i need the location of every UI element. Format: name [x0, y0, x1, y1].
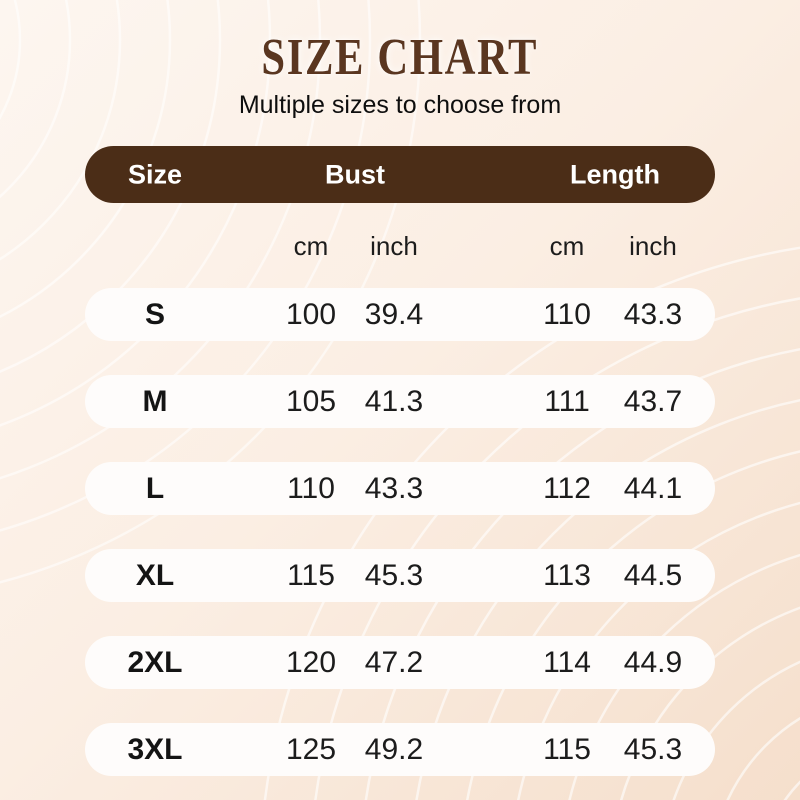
bust-inch-value: 47.2	[364, 645, 424, 679]
length-inch-value: 44.9	[623, 645, 683, 679]
length-cm-value: 114	[543, 645, 591, 679]
unit-label-bust-cm: cm	[293, 231, 329, 261]
size-label: XL	[135, 558, 175, 592]
bust-inch-value: 43.3	[364, 471, 424, 505]
length-inch-value: 43.7	[623, 384, 683, 418]
length-inch-value: 44.1	[623, 471, 683, 505]
length-inch-value: 45.3	[623, 732, 683, 766]
col-header-length: Length	[570, 159, 660, 189]
page-title-wrap: SIZE CHART	[0, 28, 800, 87]
length-inch-value: 44.5	[623, 558, 683, 592]
length-cm-value: 110	[543, 297, 591, 331]
bust-cm-value: 120	[285, 645, 337, 679]
length-inch-value: 43.3	[623, 297, 683, 331]
size-table: Size Bust Length cm inch cm inch S 100 3…	[85, 146, 715, 776]
table-row-m: M 105 41.3 111 43.7	[85, 375, 715, 428]
bust-cm-value: 125	[285, 732, 337, 766]
table-row-2xl: 2XL 120 47.2 114 44.9	[85, 636, 715, 689]
size-label: 3XL	[127, 732, 183, 766]
col-header-size: Size	[127, 159, 183, 189]
col-header-bust: Bust	[325, 159, 385, 189]
bust-cm-value: 115	[287, 558, 335, 592]
bust-inch-value: 41.3	[364, 384, 424, 418]
bust-cm-value: 105	[285, 384, 337, 418]
unit-label-length-inch: inch	[629, 231, 677, 261]
length-cm-value: 115	[543, 732, 591, 766]
bust-inch-value: 45.3	[364, 558, 424, 592]
table-row-s: S 100 39.4 110 43.3	[85, 288, 715, 341]
units-row: cm inch cm inch	[85, 226, 715, 266]
table-row-xl: XL 115 45.3 113 44.5	[85, 549, 715, 602]
length-cm-value: 113	[543, 558, 591, 592]
table-header-bar: Size Bust Length	[85, 146, 715, 203]
size-label: S	[144, 297, 166, 331]
unit-label-bust-inch: inch	[370, 231, 418, 261]
page-title: SIZE CHART	[261, 29, 539, 86]
page-subtitle: Multiple sizes to choose from	[238, 91, 562, 119]
length-cm-value: 112	[543, 471, 591, 505]
unit-label-length-cm: cm	[549, 231, 585, 261]
bust-cm-value: 100	[285, 297, 337, 331]
size-label: M	[142, 384, 168, 418]
length-cm-value: 111	[544, 384, 590, 418]
bust-cm-value: 110	[287, 471, 335, 505]
size-label: 2XL	[127, 645, 183, 679]
bust-inch-value: 49.2	[364, 732, 424, 766]
size-label: L	[145, 471, 165, 505]
table-row-3xl: 3XL 125 49.2 115 45.3	[85, 723, 715, 776]
table-row-l: L 110 43.3 112 44.1	[85, 462, 715, 515]
bust-inch-value: 39.4	[364, 297, 424, 331]
